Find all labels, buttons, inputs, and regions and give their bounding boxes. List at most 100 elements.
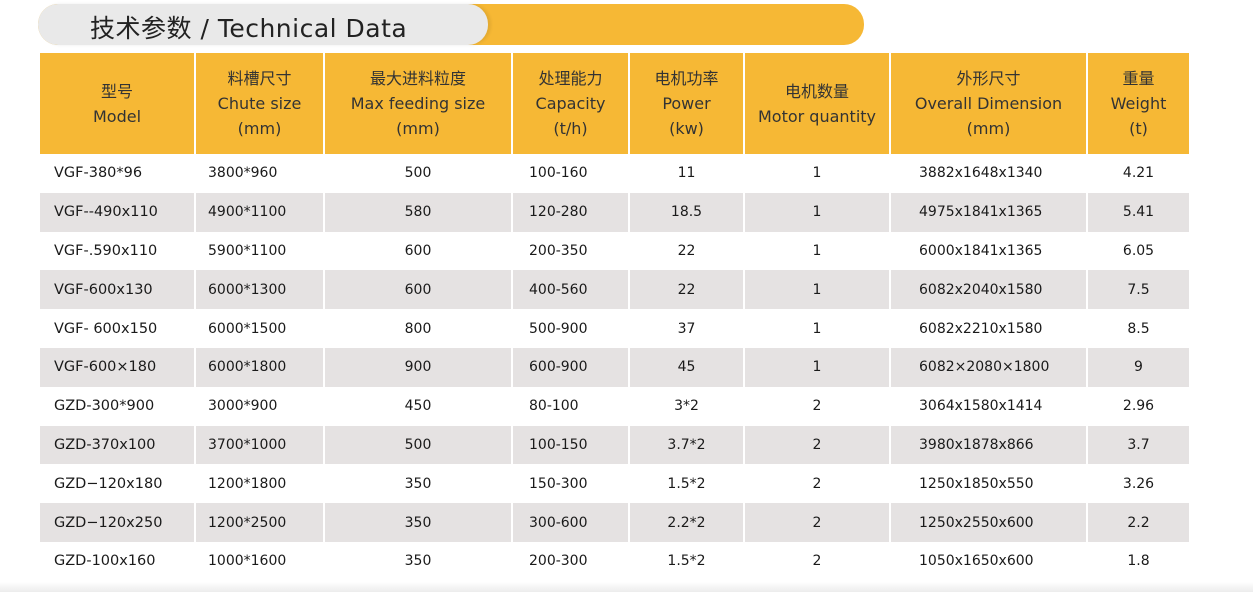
- table-row: GZD-100x160 1000*1600 350 200-300 1.5*2 2 1050…: [40, 541, 1189, 581]
- cell-model: VGF--490x110: [40, 192, 196, 232]
- cell-weight: 4.21: [1122, 165, 1155, 182]
- cell-model: GZD−120x250: [40, 503, 196, 542]
- cell-power: 2.2*2: [630, 503, 745, 542]
- cell-overall-dimension: 1250x2550x600: [891, 503, 1088, 542]
- cell-overall-dimension: 6000x1841x1365: [891, 231, 1088, 271]
- cell-weight: 2.2: [1088, 503, 1189, 542]
- cell-weight: 3.26: [1122, 475, 1155, 492]
- cell-overall-dimension: 6082x2040x1580: [891, 270, 1088, 310]
- header-power: 电机功率 Power (kw): [630, 53, 745, 154]
- cell-model: GZD-370x100: [40, 425, 196, 465]
- cell-motor-quantity: 1: [745, 231, 891, 271]
- cell-overall-dimension: 3882x1648x1340: [891, 154, 1088, 193]
- header-chute-size: 料槽尺寸 Chute size (mm): [196, 53, 325, 154]
- cell-chute-size: 1200*2500: [196, 503, 325, 542]
- cell-max-feeding-size: 500: [325, 154, 513, 193]
- cell-overall-dimension: 6082x2210x1580: [891, 309, 1088, 348]
- cell-weight: 3.7: [1088, 425, 1189, 465]
- cell-capacity: 120-280: [513, 192, 630, 232]
- cell-weight: 6.05: [1122, 242, 1155, 259]
- table-row: VGF-380*96 3800*960 500 100-160 11 1 3882x1648…: [40, 154, 1189, 193]
- cell-model: VGF-.590x110: [40, 231, 196, 271]
- cell-weight: 5.41: [1088, 192, 1189, 232]
- cell-model: VGF-600x130: [40, 270, 196, 310]
- cell-motor-quantity: 1: [745, 192, 891, 232]
- cell-model: GZD-300*900: [40, 386, 196, 426]
- cell-model: VGF-380*96: [40, 154, 196, 193]
- cell-chute-size: 3700*1000: [196, 425, 325, 465]
- header-weight: 重量 Weight (t): [1088, 53, 1189, 154]
- cell-power: 3*2: [630, 386, 745, 426]
- table-row: VGF-.590x110 5900*1100 600 200-350 22 1 6000x1…: [40, 231, 1189, 271]
- cell-power: 1.5*2: [630, 464, 745, 504]
- header-capacity: 处理能力 Capacity (t/h): [513, 53, 630, 154]
- cell-power: 1.5*2: [630, 541, 745, 581]
- cell-chute-size: 6000*1300: [196, 270, 325, 310]
- table-row: VGF-600×180 6000*1800 900 600-900 45 1 6082×20…: [40, 347, 1189, 387]
- header-motor-quantity: 电机数量 Motor quantity: [745, 53, 891, 154]
- cell-chute-size: 3000*900: [196, 386, 325, 426]
- cell-overall-dimension: 1250x1850x550: [891, 464, 1088, 504]
- cell-overall-dimension: 4975x1841x1365: [891, 192, 1088, 232]
- cell-power: 18.5: [630, 192, 745, 232]
- technical-data-table: 型号 Model 料槽尺寸 Chute size (mm) 最大进料粒度 Max…: [40, 53, 1189, 581]
- cell-max-feeding-size: 600: [325, 270, 513, 310]
- table-body: VGF-380*96 3800*960 500 100-160 11 1 3882x1648…: [40, 154, 1189, 581]
- cell-power: 45: [630, 347, 745, 387]
- cell-overall-dimension: 3064x1580x1414: [891, 386, 1088, 426]
- cell-weight: 9: [1088, 347, 1189, 387]
- cell-max-feeding-size: 350: [325, 464, 513, 504]
- cell-weight: 7.5: [1088, 270, 1189, 310]
- cell-overall-dimension: 6082×2080×1800: [891, 347, 1088, 387]
- cell-capacity: 500-900: [513, 309, 630, 348]
- cell-max-feeding-size: 600: [325, 231, 513, 271]
- header-max-feeding-size: 最大进料粒度 Max feeding size (mm): [325, 53, 513, 154]
- cell-capacity: 200-300: [513, 541, 630, 581]
- table-row: GZD−120x250 1200*2500 350 300-600 2.2*2 2 1250…: [40, 503, 1189, 542]
- table-header-row: 型号 Model 料槽尺寸 Chute size (mm) 最大进料粒度 Max…: [40, 53, 1189, 154]
- cell-capacity: 100-160: [513, 154, 630, 193]
- cell-motor-quantity: 1: [745, 270, 891, 310]
- table-row: VGF-600x130 6000*1300 600 400-560 22 1 6082x20…: [40, 270, 1189, 310]
- cell-motor-quantity: 1: [745, 347, 891, 387]
- cell-capacity: 300-600: [513, 503, 630, 542]
- cell-capacity: 600-900: [513, 347, 630, 387]
- table-row: GZD-300*900 3000*900 450 80-100 3*2 2 3064x158…: [40, 386, 1189, 426]
- cell-power: 22: [630, 270, 745, 310]
- cell-motor-quantity: 2: [745, 386, 891, 426]
- cell-power: 11: [630, 154, 745, 193]
- cell-capacity: 100-150: [513, 425, 630, 465]
- cell-capacity: 150-300: [513, 464, 630, 504]
- cell-model: GZD−120x180: [40, 464, 196, 504]
- cell-motor-quantity: 2: [745, 464, 891, 504]
- header-model: 型号 Model: [40, 53, 196, 154]
- cell-capacity: 400-560: [513, 270, 630, 310]
- cell-chute-size: 1000*1600: [196, 541, 325, 581]
- cell-model: VGF-600×180: [40, 347, 196, 387]
- cell-max-feeding-size: 350: [325, 541, 513, 581]
- cell-chute-size: 5900*1100: [196, 231, 325, 271]
- cell-weight: 2.96: [1122, 398, 1155, 415]
- table-row: GZD−120x180 1200*1800 350 150-300 1.5*2 2 1250…: [40, 464, 1189, 504]
- cell-max-feeding-size: 580: [325, 192, 513, 232]
- cell-max-feeding-size: 350: [325, 503, 513, 542]
- cell-overall-dimension: 3980x1878x866: [891, 425, 1088, 465]
- cell-chute-size: 1200*1800: [196, 464, 325, 504]
- cell-max-feeding-size: 450: [325, 386, 513, 426]
- cell-motor-quantity: 2: [745, 503, 891, 542]
- title-pill: 技术参数 / Technical Data: [38, 4, 488, 45]
- cell-power: 37: [630, 309, 745, 348]
- cell-chute-size: 6000*1800: [196, 347, 325, 387]
- table-row: VGF- 600x150 6000*1500 800 500-900 37 1 6082x2…: [40, 309, 1189, 348]
- cell-chute-size: 4900*1100: [196, 192, 325, 232]
- cell-motor-quantity: 2: [745, 425, 891, 465]
- cell-max-feeding-size: 900: [325, 347, 513, 387]
- cell-chute-size: 3800*960: [196, 154, 325, 193]
- cell-capacity: 200-350: [513, 231, 630, 271]
- cell-weight: 1.8: [1127, 553, 1150, 570]
- cell-model: VGF- 600x150: [40, 309, 196, 348]
- cell-motor-quantity: 1: [745, 154, 891, 193]
- cell-power: 22: [630, 231, 745, 271]
- cell-chute-size: 6000*1500: [196, 309, 325, 348]
- cell-weight: 8.5: [1127, 320, 1150, 337]
